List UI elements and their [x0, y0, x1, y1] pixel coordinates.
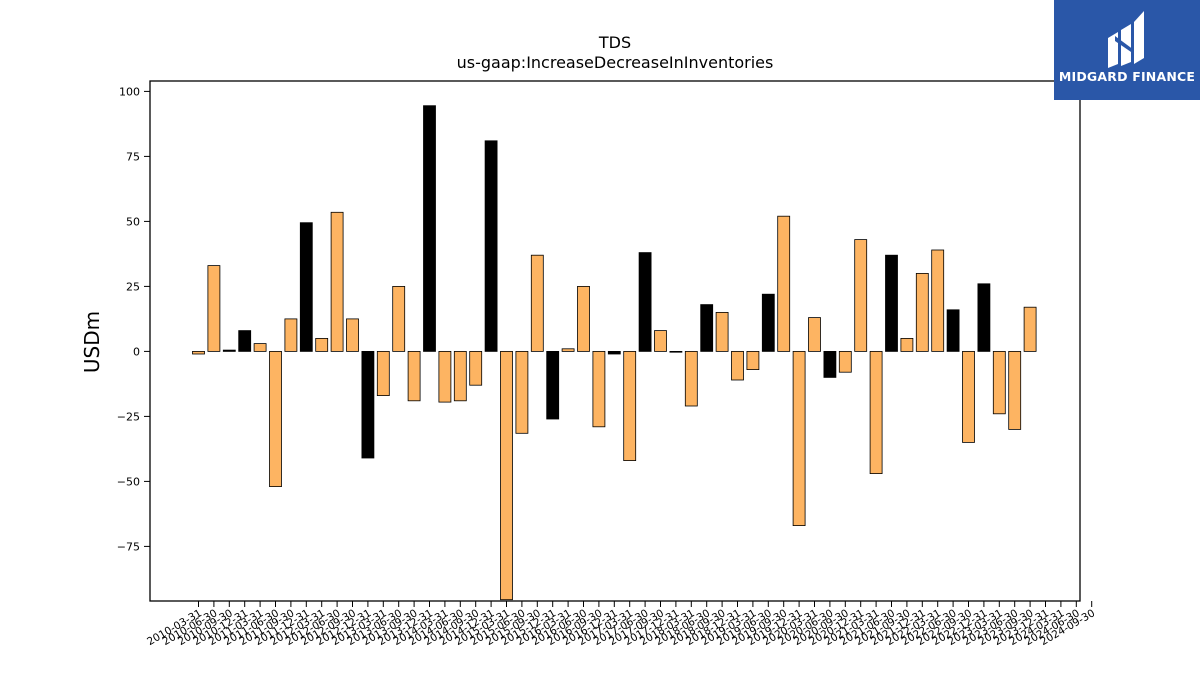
bar: [731, 350, 744, 381]
bar: [854, 239, 868, 352]
bar: [654, 330, 667, 352]
y-tick-label: 50: [126, 215, 140, 228]
bar: [931, 249, 945, 352]
bar: [715, 311, 729, 352]
bar: [838, 350, 852, 373]
bar: [438, 350, 452, 403]
y-axis-label: USDm: [80, 311, 104, 373]
bar: [700, 304, 714, 352]
bar: [423, 105, 436, 352]
bar: [192, 350, 205, 355]
y-tick-label: 25: [126, 280, 140, 293]
bar: [1023, 306, 1037, 352]
plot-area: −75−50−2502550751002010-03-312010-06-302…: [117, 85, 1097, 648]
bar: [977, 283, 991, 352]
bar: [792, 350, 806, 526]
bar: [484, 140, 498, 352]
bar: [915, 272, 929, 352]
bar: [315, 337, 329, 352]
bar: [869, 350, 883, 474]
y-tick-label: −25: [117, 410, 140, 423]
bar: [392, 285, 406, 352]
bar: [761, 293, 775, 352]
bar: [638, 252, 652, 352]
bar: [962, 350, 975, 443]
bar: [746, 350, 760, 370]
bar: [900, 337, 914, 352]
bar: [361, 350, 375, 459]
y-tick-label: −50: [117, 475, 140, 488]
bar: [515, 350, 529, 434]
bar: [823, 350, 837, 378]
bar: [346, 318, 359, 352]
bar: [407, 350, 421, 402]
plot-frame: [149, 80, 1081, 602]
chart-title: TDS: [598, 33, 631, 52]
bar: [592, 350, 606, 428]
bar: [885, 254, 898, 352]
bar: [469, 350, 483, 386]
bar: [453, 350, 467, 402]
bar: [808, 317, 821, 352]
bar: [546, 350, 560, 420]
bar: [330, 211, 344, 352]
bar: [669, 350, 683, 353]
bar: [777, 215, 791, 352]
bar: [207, 265, 221, 352]
bar: [561, 348, 575, 352]
bar: [530, 254, 544, 352]
bar: [284, 318, 298, 352]
bar: [1008, 350, 1022, 430]
bar: [376, 350, 390, 396]
logo-text: MIDGARD FINANCE: [1058, 69, 1196, 84]
bar: [623, 350, 637, 461]
y-tick-label: −75: [117, 540, 140, 553]
midgard-logo-icon: [1108, 11, 1144, 68]
bar: [992, 350, 1006, 415]
y-tick-label: 0: [133, 345, 140, 358]
brand-logo: MIDGARD FINANCE: [1054, 0, 1200, 100]
bar: [500, 350, 513, 601]
bar: [253, 343, 267, 352]
bar: [299, 222, 313, 352]
y-tick-label: 75: [126, 150, 140, 163]
chart-subtitle: us-gaap:IncreaseDecreaseInInventories: [457, 53, 774, 72]
bar: [269, 350, 282, 487]
bar: [684, 350, 698, 407]
bar: [577, 285, 590, 352]
y-tick-label: 100: [119, 85, 140, 98]
bar: [607, 350, 621, 355]
bar: [222, 349, 236, 352]
bar: [238, 330, 252, 352]
bar: [946, 309, 960, 352]
